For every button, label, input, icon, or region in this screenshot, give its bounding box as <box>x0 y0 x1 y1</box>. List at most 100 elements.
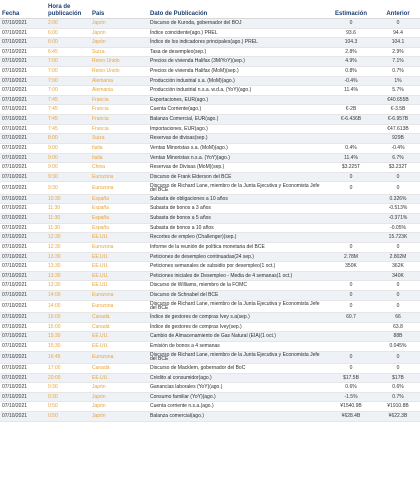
cell-estimate: $17.5B <box>326 373 376 384</box>
cell-estimate: 350K <box>326 261 376 272</box>
cell-time: 10:30 <box>46 194 90 205</box>
cell-date: 07/10/2021 <box>0 133 46 144</box>
cell-time: 7:45 <box>46 124 90 135</box>
table-row: 07/10/2021 6:45 Suiza Tasa de desempleo(sep… <box>0 47 420 58</box>
table-row: 07/10/2021 15:30 EE.UU. Emisión de bonos a … <box>0 341 420 352</box>
cell-estimate: -0.4% <box>326 76 376 87</box>
cell-event: Recortes de empleo (Challenger)(sep.) <box>148 232 326 243</box>
cell-time: 13:30 <box>46 261 90 272</box>
cell-event: Precios de vivienda Halifax (MoM)(sep.) <box>148 66 326 77</box>
cell-event: Subasta de obligaciones a 10 años <box>148 194 326 205</box>
cell-event: Subasta de bonos a 5 años <box>148 213 326 224</box>
cell-estimate <box>326 223 376 234</box>
cell-country: Japón <box>90 401 148 413</box>
cell-event: Balanza comercial(ago.) <box>148 411 326 422</box>
cell-event: Tasa de desempleo(sep.) <box>148 47 326 58</box>
cell-country: España <box>90 194 148 205</box>
cell-country: Japón <box>90 411 148 422</box>
cell-previous: 0 <box>376 280 420 291</box>
table-body: 07/10/2021 2:00 Japón Discurso de Kuroda, g… <box>0 18 420 422</box>
table-row: 07/10/2021 12:30 Eurozona Informe de la reu… <box>0 242 420 253</box>
table-row: 07/10/2021 9:00 Italia Ventas Minoristas s.… <box>0 143 420 154</box>
table-row: 07/10/2021 7:00 Reino Unido Precios de vivi… <box>0 56 420 68</box>
cell-country: Reino Unido <box>90 56 148 68</box>
table-row: 07/10/2021 9:30 Eurozona Discurso de Richar… <box>0 181 420 195</box>
cell-event: Índice coincidente(ago.) PREL <box>148 28 326 39</box>
cell-time: 7:45 <box>46 95 90 106</box>
header-event: Dato de Publicación <box>148 0 326 19</box>
cell-date: 07/10/2021 <box>0 114 46 125</box>
cell-time: 7:45 <box>46 104 90 116</box>
cell-event: Discurso de Richard Lane, miembro de la … <box>148 181 326 195</box>
cell-previous: €-6.957B <box>376 114 420 125</box>
cell-time: 13:30 <box>46 280 90 291</box>
cell-estimate <box>326 194 376 205</box>
cell-estimate: 4.9% <box>326 56 376 68</box>
cell-previous: 1% <box>376 76 420 87</box>
cell-previous: 6.7% <box>376 153 420 164</box>
cell-event: Reservas de divisas(sep.) <box>148 133 326 144</box>
cell-estimate: 11.4% <box>326 153 376 164</box>
table-row: 07/10/2021 11:30 España Subasta de bonos a … <box>0 213 420 224</box>
cell-time: 11:30 <box>46 203 90 215</box>
cell-estimate: 0.6% <box>326 382 376 393</box>
table-row: 07/10/2021 11:30 España Subasta de bonos a … <box>0 203 420 215</box>
cell-time: 9:00 <box>46 153 90 164</box>
table-row: 07/10/2021 7:45 Francia Cuenta Corriente(ag… <box>0 104 420 116</box>
table-row: 07/10/2021 0:50 Japón Cuenta corriente n.s.… <box>0 401 420 413</box>
cell-date: 07/10/2021 <box>0 143 46 154</box>
cell-previous: 0.045% <box>376 341 420 352</box>
cell-country: Japón <box>90 18 148 29</box>
cell-estimate: 0 <box>326 181 376 195</box>
cell-time: 13:30 <box>46 252 90 263</box>
cell-previous: 2.802M <box>376 252 420 263</box>
cell-estimate: 0.8% <box>326 66 376 77</box>
header-time: Hora de publicación <box>46 0 90 19</box>
cell-date: 07/10/2021 <box>0 322 46 333</box>
cell-country: España <box>90 203 148 215</box>
cell-time: 15:00 <box>46 322 90 333</box>
cell-time: 7:00 <box>46 66 90 77</box>
cell-date: 07/10/2021 <box>0 232 46 243</box>
cell-time: 0:30 <box>46 392 90 403</box>
cell-date: 07/10/2021 <box>0 37 46 48</box>
cell-previous: 66 <box>376 312 420 323</box>
cell-previous: $3.232T <box>376 162 420 173</box>
cell-country: Italia <box>90 153 148 164</box>
cell-time: 20:00 <box>46 373 90 384</box>
cell-date: 07/10/2021 <box>0 95 46 106</box>
cell-event: Informe de la reunión de política moneta… <box>148 242 326 253</box>
cell-time: 6:00 <box>46 37 90 48</box>
cell-event: Discurso de Schnabel del BCE <box>148 290 326 301</box>
cell-time: 12:30 <box>46 232 90 243</box>
cell-previous: 0.6% <box>376 382 420 393</box>
cell-date: 07/10/2021 <box>0 181 46 195</box>
cell-time: 9:00 <box>46 143 90 154</box>
cell-date: 07/10/2021 <box>0 162 46 173</box>
cell-previous: -0.371% <box>376 213 420 224</box>
cell-country: Reino Unido <box>90 66 148 77</box>
cell-event: Discurso de Kuroda, gobernador del BOJ <box>148 18 326 29</box>
cell-date: 07/10/2021 <box>0 280 46 291</box>
cell-event: Peticiones de desempleo continuadas(24 s… <box>148 252 326 263</box>
cell-estimate: 93.6 <box>326 28 376 39</box>
cell-date: 07/10/2021 <box>0 373 46 384</box>
cell-date: 07/10/2021 <box>0 223 46 234</box>
cell-date: 07/10/2021 <box>0 392 46 403</box>
table-row: 07/10/2021 7:45 Francia Exportaciones, EUR(… <box>0 95 420 106</box>
table-row: 07/10/2021 17:00 Canadá Discurso de Macklem… <box>0 363 420 374</box>
cell-event: Índice de gestores de compras Ivey s.a(s… <box>148 312 326 323</box>
cell-time: 14:00 <box>46 300 90 314</box>
cell-event: Discurso de Richard Lane, miembro de la … <box>148 300 326 314</box>
cell-date: 07/10/2021 <box>0 85 46 96</box>
cell-time: 2:00 <box>46 18 90 29</box>
cell-estimate <box>326 133 376 144</box>
cell-previous: 104.1 <box>376 37 420 48</box>
cell-time: 9:30 <box>46 172 90 183</box>
table-row: 07/10/2021 6:00 Japón Índice de los indicad… <box>0 37 420 48</box>
cell-estimate: 11.4% <box>326 85 376 96</box>
cell-estimate: 0 <box>326 351 376 364</box>
table-row: 07/10/2021 15:00 Canadá Índice de gestores … <box>0 322 420 333</box>
cell-previous: 88B <box>376 331 420 342</box>
cell-country: Suiza <box>90 133 148 144</box>
